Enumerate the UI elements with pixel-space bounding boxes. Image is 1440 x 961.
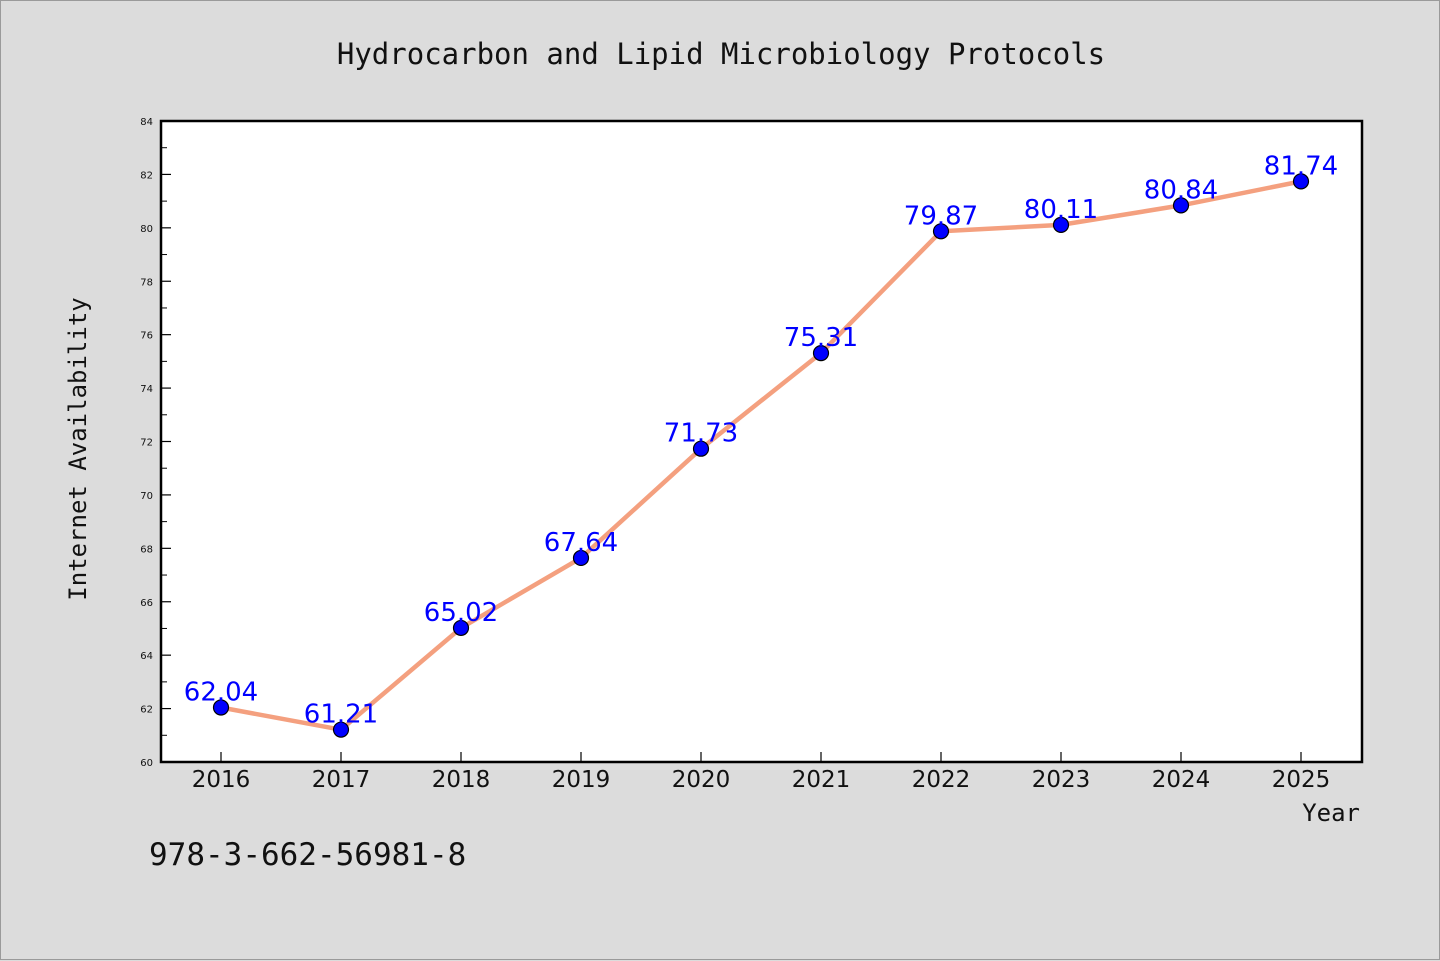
x-tick-label: 2019 — [552, 767, 611, 793]
data-point — [332, 721, 350, 738]
y-tick-label: 64 — [140, 651, 153, 662]
isbn-text: 978-3-662-56981-8 — [149, 837, 466, 873]
x-tick-label: 2021 — [792, 767, 851, 793]
y-tick-label: 62 — [140, 705, 153, 716]
data-point — [932, 223, 950, 240]
x-tick-label: 2025 — [1272, 767, 1331, 793]
data-point — [1172, 197, 1190, 214]
data-label: 61.21 — [304, 700, 378, 730]
y-tick-label: 66 — [140, 598, 153, 609]
x-tick-label: 2018 — [432, 767, 491, 793]
x-axis-title: Year — [1302, 799, 1360, 827]
y-tick-label: 68 — [140, 544, 153, 555]
data-point — [212, 699, 230, 716]
y-tick-label: 84 — [140, 117, 153, 128]
data-label: 79.87 — [904, 201, 978, 231]
x-tick-label: 2022 — [912, 767, 971, 793]
data-label: 80.84 — [1144, 175, 1218, 205]
data-label: 81.74 — [1264, 151, 1338, 181]
data-points — [212, 173, 1310, 738]
x-axis: 2016 2017 2018 2019 2020 2021 2022 2023 2024 2025 — [192, 752, 1331, 793]
data-label: 65.02 — [424, 598, 498, 628]
data-point — [692, 440, 710, 457]
y-axis: 60 62 64 66 68 70 72 74 76 78 80 82 84 — [140, 117, 171, 769]
data-label: 75.31 — [784, 323, 858, 353]
x-tick-label: 2017 — [312, 767, 371, 793]
x-tick-label: 2023 — [1032, 767, 1091, 793]
x-tick-label: 2016 — [192, 767, 251, 793]
data-labels: 62.04 61.21 65.02 67.64 71.73 75.31 79.87 80.11… — [184, 151, 1338, 729]
y-tick-label: 72 — [140, 438, 153, 449]
y-tick-label: 74 — [140, 384, 153, 395]
y-tick-label: 80 — [140, 224, 153, 235]
series-line — [218, 179, 1304, 732]
data-point — [812, 344, 830, 362]
data-point — [1292, 173, 1310, 190]
y-tick-label: 82 — [140, 170, 153, 181]
y-tick-label: 60 — [140, 758, 153, 769]
y-tick-label: 70 — [140, 491, 153, 502]
y-axis-title: Internet Availability — [64, 297, 92, 600]
x-tick-label: 2020 — [672, 767, 731, 793]
data-label: 71.73 — [664, 419, 738, 449]
plot-area — [159, 119, 1364, 764]
data-label: 67.64 — [544, 528, 618, 558]
chart-title: Hydrocarbon and Lipid Microbiology Proto… — [337, 37, 1105, 71]
y-tick-label: 76 — [140, 331, 153, 342]
data-label: 80.11 — [1024, 195, 1098, 225]
data-point — [452, 619, 470, 637]
data-point — [572, 549, 590, 567]
y-tick-label: 78 — [140, 277, 153, 288]
data-point — [1052, 216, 1070, 233]
data-label: 62.04 — [184, 678, 258, 708]
series-polyline — [218, 179, 1304, 732]
x-tick-label: 2024 — [1152, 767, 1211, 793]
